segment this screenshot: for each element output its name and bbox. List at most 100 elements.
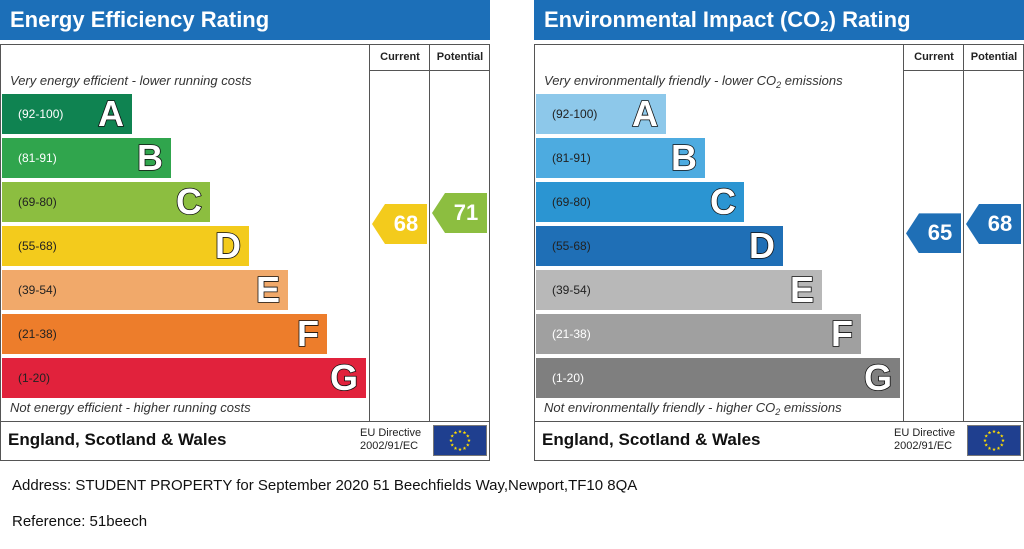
eu-star-icon [984,443,989,447]
current-column-header: Current [914,51,954,63]
reference-value: 51beech [89,513,148,530]
potential-rating-marker: 71 [432,193,487,233]
property-reference: Reference: 51beech [12,512,147,532]
band-bar-f: (21-38) F [2,313,327,355]
environmental-impact-chart: Current Potential Very environmentally f… [534,44,1024,461]
eu-star-icon [1001,438,1005,443]
energy-efficiency-chart: Current Potential Very energy efficient … [0,44,490,461]
bottom-note-text-end: emissions [780,400,842,415]
band-bar-c: (69-80) C [536,181,744,223]
band-range-g: (1-20) [18,371,51,385]
current-column-divider [369,44,370,421]
band-letter-g: G [863,357,893,399]
band-range-b: (81-91) [552,151,591,165]
eu-star-icon [987,446,992,450]
band-letter-c: C [709,181,737,223]
current-column-divider [903,44,904,421]
eu-star-icon [449,438,453,443]
eu-star-icon [987,430,992,435]
current-rating-marker: 68 [372,204,427,244]
bottom-note-text: Not environmentally friendly - higher CO [544,400,776,415]
band-bar-b: (81-91) B [536,137,705,178]
band-bar-e: (39-54) E [536,269,822,311]
current-rating-value: 68 [393,211,419,236]
band-range-b: (81-91) [18,151,57,165]
band-letter-e: E [255,269,281,311]
band-bar-f: (21-38) F [536,313,861,355]
eu-star-icon [467,438,471,443]
region-label: England, Scotland & Wales [542,430,761,449]
potential-rating-marker: 68 [966,204,1021,244]
directive-line-1: EU Directive [894,427,956,439]
energy-efficiency-panel: Energy Efficiency Rating Current Potenti… [0,0,490,461]
reference-label: Reference: [12,513,86,530]
band-letter-e: E [789,269,815,311]
top-note-text: Very environmentally friendly - lower CO [544,73,777,88]
eu-star-icon [996,430,1001,435]
directive-line-2: 2002/91/EC [360,440,419,452]
eu-star-icon [458,447,462,452]
band-range-g: (1-20) [552,371,585,385]
band-range-f: (21-38) [18,327,57,341]
address-value: STUDENT PROPERTY for September 2020 51 B… [75,477,638,494]
bottom-scale-note: Not environmentally friendly - higher CO… [544,400,842,417]
title-text: Environmental Impact (CO [544,7,821,32]
top-note-subscript: 2 [776,80,782,90]
eu-star-icon [999,443,1004,447]
current-column-header: Current [380,51,420,63]
header-divider [903,70,1024,71]
eu-star-icon [458,429,462,434]
current-rating-marker: 65 [906,213,961,254]
band-letter-d: D [214,225,242,267]
eu-flag-icon [433,425,487,456]
eu-star-icon [983,438,987,443]
eu-star-icon [984,434,989,438]
potential-rating-value: 68 [987,211,1013,236]
eu-star-icon [462,430,467,435]
band-letter-c: C [175,181,203,223]
band-letter-f: F [830,313,854,355]
band-letter-g: G [329,357,359,399]
eu-star-icon [996,446,1001,450]
eu-star-icon [992,429,996,434]
eu-directive-label: EU Directive 2002/91/EC [894,427,955,453]
potential-column-divider [963,44,964,421]
band-bar-g: (1-20) G [2,357,366,399]
band-range-d: (55-68) [18,239,57,253]
header-divider [369,70,490,71]
band-bar-c: (69-80) C [2,181,210,223]
address-label: Address: [12,477,72,494]
band-bar-a: (92-100) A [2,93,132,135]
title-text-end: ) Rating [828,7,911,32]
band-range-e: (39-54) [552,283,591,297]
eu-flag-graphic [433,425,487,456]
band-bar-e: (39-54) E [2,269,288,311]
eu-star-icon [450,434,455,438]
environmental-impact-title: Environmental Impact (CO2) Rating [534,0,1024,40]
band-bar-a: (92-100) A [536,93,666,134]
band-range-c: (69-80) [552,195,591,209]
potential-column-divider [429,44,430,421]
eu-star-icon [465,434,470,438]
band-bar-d: (55-68) D [536,225,783,267]
band-letter-d: D [748,225,776,267]
band-letter-f: F [296,313,320,355]
band-letter-b: B [136,137,164,179]
top-scale-note: Very environmentally friendly - lower CO… [544,73,843,90]
eu-star-icon [992,447,996,452]
band-range-e: (39-54) [18,283,57,297]
energy-efficiency-title: Energy Efficiency Rating [0,0,490,40]
eu-star-icon [462,446,467,450]
directive-line-1: EU Directive [360,427,422,439]
eu-star-icon [453,430,458,435]
band-range-a: (92-100) [552,107,598,121]
eu-star-icon [465,443,470,447]
eu-star-icon [999,434,1004,438]
eu-flag-icon [967,425,1021,456]
top-note-text-end: emissions [781,73,843,88]
band-range-f: (21-38) [552,327,591,341]
band-bar-b: (81-91) B [2,137,171,179]
eu-star-icon [453,446,458,450]
potential-column-header: Potential [436,51,484,63]
band-letter-a: A [97,93,125,135]
